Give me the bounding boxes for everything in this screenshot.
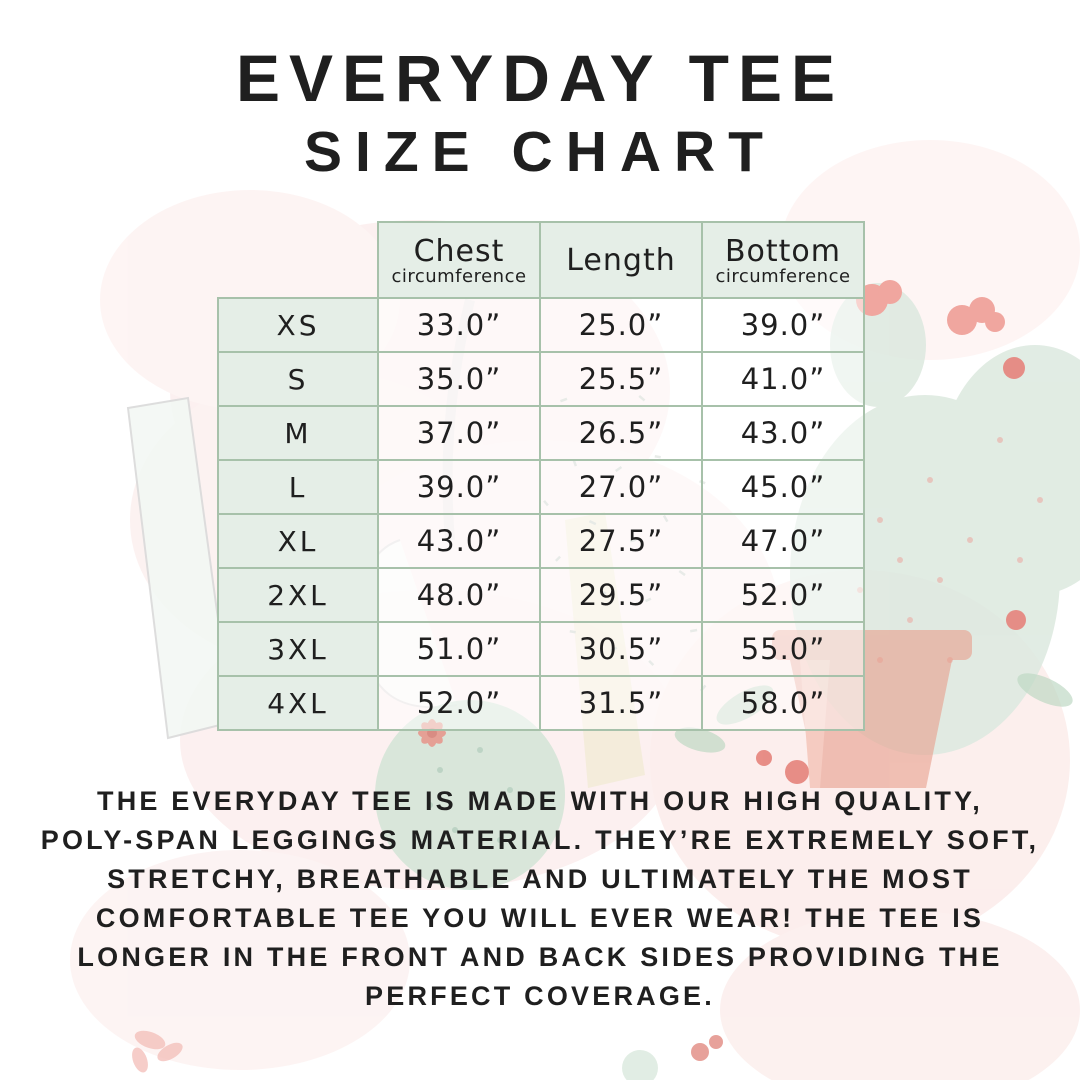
table-row: L 39.0” 27.0” 45.0”	[217, 459, 865, 515]
header-sublabel-bottom: circumference	[715, 265, 851, 287]
header-label-length: Length	[566, 242, 676, 278]
length-value-cell: 29.5”	[539, 567, 703, 623]
length-value-cell: 27.0”	[539, 459, 703, 515]
page-title: EVERYDAY TEE	[235, 41, 845, 115]
chest-value-cell: 33.0”	[377, 297, 541, 353]
length-value-cell: 31.5”	[539, 675, 703, 731]
table-row: S 35.0” 25.5” 41.0”	[217, 351, 865, 407]
description-line: COMFORTABLE TEE YOU WILL EVER WEAR! THE …	[95, 903, 985, 933]
length-value-cell: 27.5”	[539, 513, 703, 569]
chest-value-cell: 52.0”	[377, 675, 541, 731]
bottom-value-cell: 55.0”	[701, 621, 865, 677]
bottom-value-cell: 41.0”	[701, 351, 865, 407]
chest-value-cell: 37.0”	[377, 405, 541, 461]
table-row: XS 33.0” 25.0” 39.0”	[217, 297, 865, 353]
header-sublabel-chest: circumference	[391, 265, 527, 287]
header-label-bottom: Bottom	[724, 233, 842, 269]
chest-value-cell: 51.0”	[377, 621, 541, 677]
size-chart-table: Chest circumference Length Bottom circum…	[217, 221, 865, 731]
chest-value-cell: 48.0”	[377, 567, 541, 623]
header-cell-length: Length	[539, 221, 703, 299]
table-row: XL 43.0” 27.5” 47.0”	[217, 513, 865, 569]
bottom-value-cell: 39.0”	[701, 297, 865, 353]
size-cell: S	[217, 351, 379, 407]
bottom-value-cell: 47.0”	[701, 513, 865, 569]
description-line: THE EVERYDAY TEE IS MADE WITH OUR HIGH Q…	[97, 786, 983, 816]
description-line: LONGER IN THE FRONT AND BACK SIDES PROVI…	[77, 942, 1003, 972]
red-flower-accents-art	[756, 357, 1026, 784]
table-row: M 37.0” 26.5” 43.0”	[217, 405, 865, 461]
header-label-chest: Chest	[413, 233, 505, 269]
chest-value-cell: 35.0”	[377, 351, 541, 407]
table-header-row: Chest circumference Length Bottom circum…	[218, 221, 865, 299]
size-cell: 3XL	[217, 621, 379, 677]
title-block: EVERYDAY TEE SIZE CHART	[0, 41, 1080, 185]
length-value-cell: 25.0”	[539, 297, 703, 353]
bottom-value-cell: 43.0”	[701, 405, 865, 461]
size-cell: 2XL	[217, 567, 379, 623]
description-line: POLY-SPAN LEGGINGS MATERIAL. THEY’RE EXT…	[40, 825, 1040, 855]
length-value-cell: 25.5”	[539, 351, 703, 407]
header-cell-bottom: Bottom circumference	[701, 221, 865, 299]
cactus-flower-art	[856, 280, 1005, 335]
size-cell: XS	[217, 297, 379, 353]
bottom-left-flower-art	[132, 1030, 183, 1073]
table-row: 3XL 51.0” 30.5” 55.0”	[217, 621, 865, 677]
chest-value-cell: 43.0”	[377, 513, 541, 569]
chest-value-cell: 39.0”	[377, 459, 541, 515]
description-line: PERFECT COVERAGE.	[365, 981, 715, 1011]
length-value-cell: 30.5”	[539, 621, 703, 677]
bottom-leaf-art	[622, 1050, 658, 1080]
size-cell: M	[217, 405, 379, 461]
length-value-cell: 26.5”	[539, 405, 703, 461]
header-cell-chest: Chest circumference	[377, 221, 541, 299]
size-cell: 4XL	[217, 675, 379, 731]
bottom-value-cell: 58.0”	[701, 675, 865, 731]
table-row: 2XL 48.0” 29.5” 52.0”	[217, 567, 865, 623]
bottom-value-cell: 52.0”	[701, 567, 865, 623]
table-row: 4XL 52.0” 31.5” 58.0”	[217, 675, 865, 731]
page-subtitle: SIZE CHART	[304, 120, 776, 185]
size-cell: XL	[217, 513, 379, 569]
description-line: STRETCHY, BREATHABLE AND ULTIMATELY THE …	[107, 864, 973, 894]
description: THE EVERYDAY TEE IS MADE WITH OUR HIGH Q…	[0, 782, 1080, 1016]
bottom-value-cell: 45.0”	[701, 459, 865, 515]
header-spacer-cell	[218, 222, 378, 298]
bottom-red-flower-art	[691, 1035, 723, 1061]
size-cell: L	[217, 459, 379, 515]
